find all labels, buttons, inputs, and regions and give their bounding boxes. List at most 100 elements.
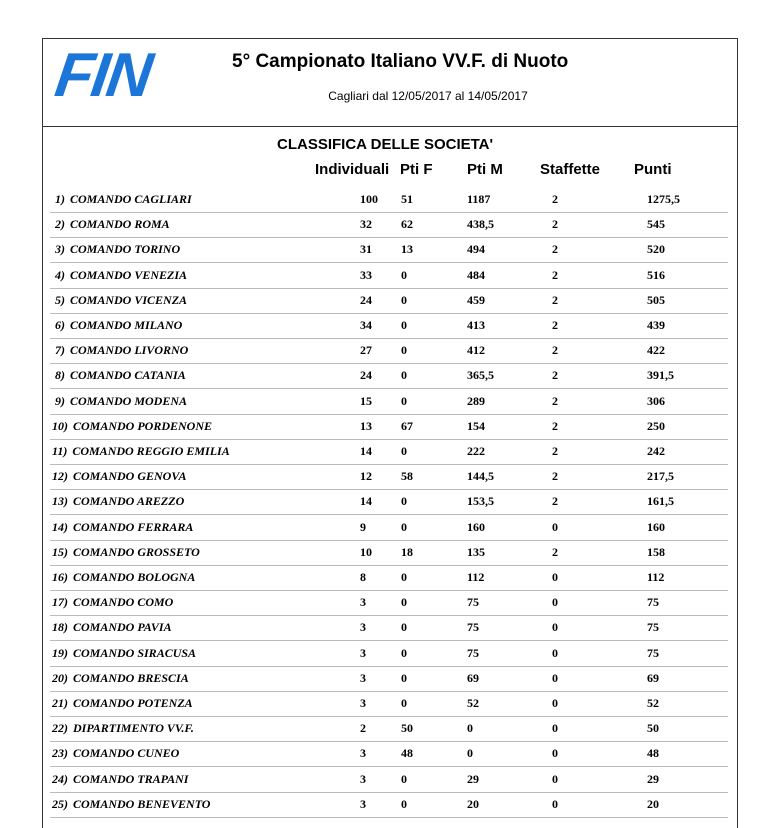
column-header: Punti [634, 161, 672, 178]
team-name: DIPARTIMENTO VV.F. [73, 721, 194, 736]
team-name: COMANDO CATANIA [70, 368, 186, 383]
cell: 391,5 [647, 368, 674, 383]
rank: 21) [52, 696, 68, 710]
cell: 20 [647, 796, 659, 811]
table-title: CLASSIFICA DELLE SOCIETA' [277, 136, 494, 153]
cell: 2 [552, 444, 558, 458]
team-name: COMANDO SIRACUSA [73, 645, 197, 660]
team-name: COMANDO ROMA [70, 217, 170, 232]
team-name: COMANDO PAVIA [73, 620, 172, 635]
team: 8) COMANDO CATANIA [55, 368, 186, 383]
logo: FIN [51, 41, 155, 110]
cell: 75 [467, 595, 479, 610]
team-name: COMANDO TORINO [70, 242, 181, 257]
cell: 34 [360, 318, 372, 332]
team: 11) COMANDO REGGIO EMILIA [52, 444, 230, 459]
team-name: COMANDO PORDENONE [73, 418, 213, 433]
cell: 2 [552, 393, 558, 408]
cell: 154 [467, 418, 485, 433]
cell: 31 [360, 242, 372, 257]
team-name: COMANDO CAGLIARI [70, 192, 192, 206]
cell: 0 [401, 519, 407, 534]
cell: 29 [647, 771, 659, 786]
team-name: COMANDO TRAPANI [73, 771, 189, 786]
cell: 0 [552, 771, 558, 786]
cell: 3 [360, 645, 366, 660]
team: 7) COMANDO LIVORNO [55, 343, 188, 358]
rank: 13) [52, 494, 68, 509]
cell: 8 [360, 570, 366, 584]
cell: 516 [647, 267, 665, 282]
rank: 23) [52, 746, 68, 761]
team: 5) COMANDO VICENZA [55, 293, 187, 308]
team: 19) COMANDO SIRACUSA [52, 646, 196, 661]
team: 3) COMANDO TORINO [55, 242, 180, 257]
row-line [50, 338, 728, 339]
cell: 2 [552, 368, 558, 383]
team: 17) COMANDO COMO [52, 595, 173, 610]
cell: 20 [467, 796, 479, 811]
cell: 0 [552, 620, 558, 635]
cell: 12 [360, 469, 372, 484]
cell: 112 [647, 570, 665, 584]
cell: 250 [647, 418, 665, 433]
cell: 545 [647, 217, 665, 232]
rank: 9) [55, 393, 65, 408]
row-line [50, 665, 728, 667]
team: 16) COMANDO BOLOGNA [52, 570, 195, 585]
row-line [50, 237, 728, 239]
cell: 0 [401, 670, 407, 685]
row-line [50, 438, 728, 440]
cell: 24 [360, 368, 372, 383]
rank: 25) [52, 796, 68, 811]
cell: 438,5 [467, 217, 494, 232]
cell: 48 [401, 746, 413, 761]
team-name: COMANDO LIVORNO [70, 343, 189, 358]
team: 13) COMANDO AREZZO [52, 494, 184, 509]
row-line [50, 564, 728, 566]
cell: 32 [360, 217, 372, 232]
title: 5° Campionato Italiano VV.F. di Nuoto [232, 51, 569, 72]
rank: 18) [52, 620, 68, 635]
cell: 0 [467, 746, 473, 761]
cell: 0 [401, 570, 407, 584]
team: 18) COMANDO PAVIA [52, 620, 172, 635]
cell: 439 [647, 318, 665, 332]
rank: 16) [52, 570, 68, 584]
row-line [50, 640, 728, 642]
column-header: Pti M [467, 161, 503, 178]
cell: 13 [401, 242, 413, 257]
cell: 48 [647, 746, 659, 761]
cell: 0 [552, 519, 558, 534]
cell: 2 [552, 343, 558, 358]
cell: 58 [401, 469, 413, 484]
cell: 0 [401, 595, 407, 610]
cell: 52 [647, 696, 659, 710]
rank: 22) [52, 721, 68, 736]
row-line [50, 590, 728, 591]
cell: 69 [467, 670, 479, 685]
team-name: COMANDO VENEZIA [70, 267, 188, 282]
row-line [50, 539, 728, 541]
cell: 2 [552, 469, 558, 484]
team-name: COMANDO BRESCIA [73, 670, 189, 685]
team: 12) COMANDO GENOVA [52, 469, 186, 484]
team-name: COMANDO MILANO [70, 318, 183, 332]
row-line [50, 388, 728, 390]
cell: 3 [360, 595, 366, 610]
cell: 0 [401, 620, 407, 635]
cell: 2 [552, 242, 558, 257]
cell: 14 [360, 444, 372, 458]
cell: 0 [401, 318, 407, 332]
row-line [50, 615, 728, 617]
rank: 24) [52, 771, 68, 786]
row-line [50, 212, 728, 213]
cell: 0 [552, 796, 558, 811]
rank: 5) [55, 292, 65, 307]
cell: 459 [467, 292, 485, 307]
rank: 7) [55, 343, 65, 358]
cell: 2 [552, 192, 558, 206]
team-name: COMANDO MODENA [70, 393, 188, 408]
rank: 12) [52, 469, 68, 484]
